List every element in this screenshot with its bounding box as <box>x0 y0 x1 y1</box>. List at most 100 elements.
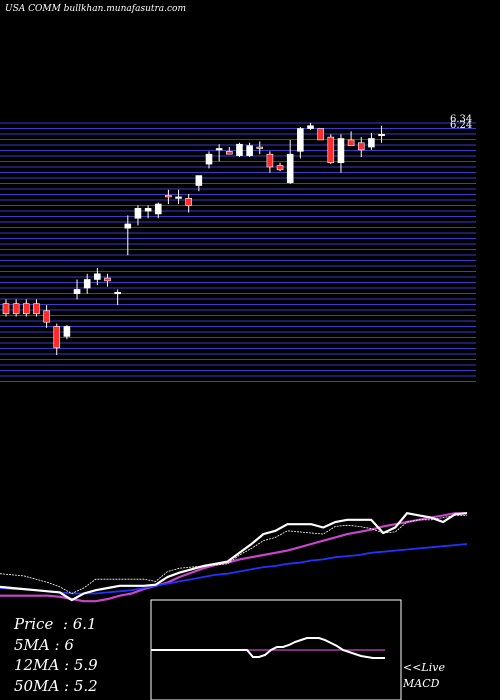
candle <box>22 299 30 317</box>
candle <box>347 131 355 146</box>
chart-title: USA COMM bullkhan.munafasutra.com <box>5 4 186 14</box>
candle <box>357 137 365 158</box>
live-label: <<Live <box>403 661 445 674</box>
candle-body <box>185 198 192 206</box>
candle-body <box>215 148 223 151</box>
candle-body <box>83 279 91 289</box>
candle-body <box>124 223 132 229</box>
candle <box>94 268 101 286</box>
ma-mid-line <box>0 543 468 595</box>
ma-price-line <box>0 512 468 602</box>
candle-body <box>307 125 314 129</box>
candle <box>215 144 223 162</box>
candle-body <box>175 196 182 199</box>
live-macd-legend: <<Live MACD <box>403 660 445 692</box>
candle-body <box>73 289 81 295</box>
candle <box>246 142 253 158</box>
candle-body <box>378 133 385 137</box>
price-tick-label: 6.24 <box>450 120 472 131</box>
candle <box>114 289 121 306</box>
ma50-value: 5.2 <box>73 676 98 695</box>
candle <box>205 151 213 169</box>
candle <box>73 279 81 300</box>
candle <box>256 141 264 155</box>
price-value: 6.1 <box>72 615 97 633</box>
candle-body <box>134 207 142 219</box>
candle <box>307 122 314 130</box>
macd-line <box>151 637 385 659</box>
candle <box>266 151 274 173</box>
candle <box>83 273 91 294</box>
candle-body <box>104 277 111 282</box>
candle-body <box>236 143 243 156</box>
candle <box>368 132 375 150</box>
candle-body <box>114 291 121 295</box>
candle-body <box>256 146 264 149</box>
candle <box>337 134 345 173</box>
candle <box>33 299 40 317</box>
candle-body <box>317 128 324 141</box>
candle-body <box>226 151 233 155</box>
candle <box>12 299 20 317</box>
candle <box>226 147 233 155</box>
stats-panel: Price : 6.1 5MA : 6 12MA : 5.9 50MA : 5.… <box>14 614 98 696</box>
ma12-row: 12MA : 5.9 <box>14 656 98 674</box>
price-row: Price : 6.1 <box>14 615 97 633</box>
candle <box>104 273 111 287</box>
candle <box>297 127 304 159</box>
candle-body <box>53 326 61 349</box>
candle-body <box>205 153 213 165</box>
ma-fast-line <box>0 515 467 594</box>
candle <box>2 299 10 317</box>
candle-body <box>2 303 10 314</box>
candle <box>144 205 152 219</box>
candle-body <box>43 310 50 323</box>
candle-body <box>276 165 284 171</box>
ma12-value: 5.9 <box>73 656 98 674</box>
candle-body <box>63 326 71 337</box>
candlesticks <box>2 122 385 355</box>
ma50-row: 50MA : 5.2 <box>14 676 98 695</box>
moving-average-lines <box>0 512 468 603</box>
candle <box>286 139 294 185</box>
candle <box>378 125 385 143</box>
candle-body <box>144 207 152 212</box>
candle <box>124 215 132 256</box>
ma-slow-line <box>0 512 467 603</box>
candle-body <box>368 138 375 148</box>
candle-body <box>337 138 345 164</box>
candle <box>185 194 192 213</box>
candle <box>175 189 182 205</box>
candle-body <box>286 153 294 183</box>
ma50-label: 50MA <box>14 676 60 695</box>
price-grid <box>0 122 476 382</box>
candle-body <box>266 153 274 168</box>
candle <box>327 134 335 165</box>
candle-body <box>357 142 365 151</box>
candle <box>154 202 162 219</box>
candle <box>236 142 243 158</box>
candle-body <box>154 203 162 215</box>
macd-label: MACD <box>403 677 440 690</box>
candle-body <box>33 303 40 314</box>
ma5-row: 5MA : 6 <box>14 635 74 654</box>
candle-body <box>347 139 355 146</box>
candle-body <box>327 136 335 164</box>
candle <box>43 305 50 328</box>
price-axis-labels: 6.346.24 <box>450 114 472 131</box>
candle-body <box>22 303 30 314</box>
candle-body <box>12 303 20 314</box>
candle <box>195 175 203 192</box>
candle-body <box>246 145 253 156</box>
candle-body <box>94 273 101 280</box>
ma5-value: 6 <box>64 635 74 654</box>
candle <box>317 128 324 141</box>
ma12-label: 12MA <box>14 656 60 674</box>
macd-lines <box>151 637 385 659</box>
candle <box>165 189 172 205</box>
ma5-label: 5MA <box>14 635 50 654</box>
candle <box>134 205 142 226</box>
price-label: Price <box>14 615 54 633</box>
candle <box>63 325 71 340</box>
